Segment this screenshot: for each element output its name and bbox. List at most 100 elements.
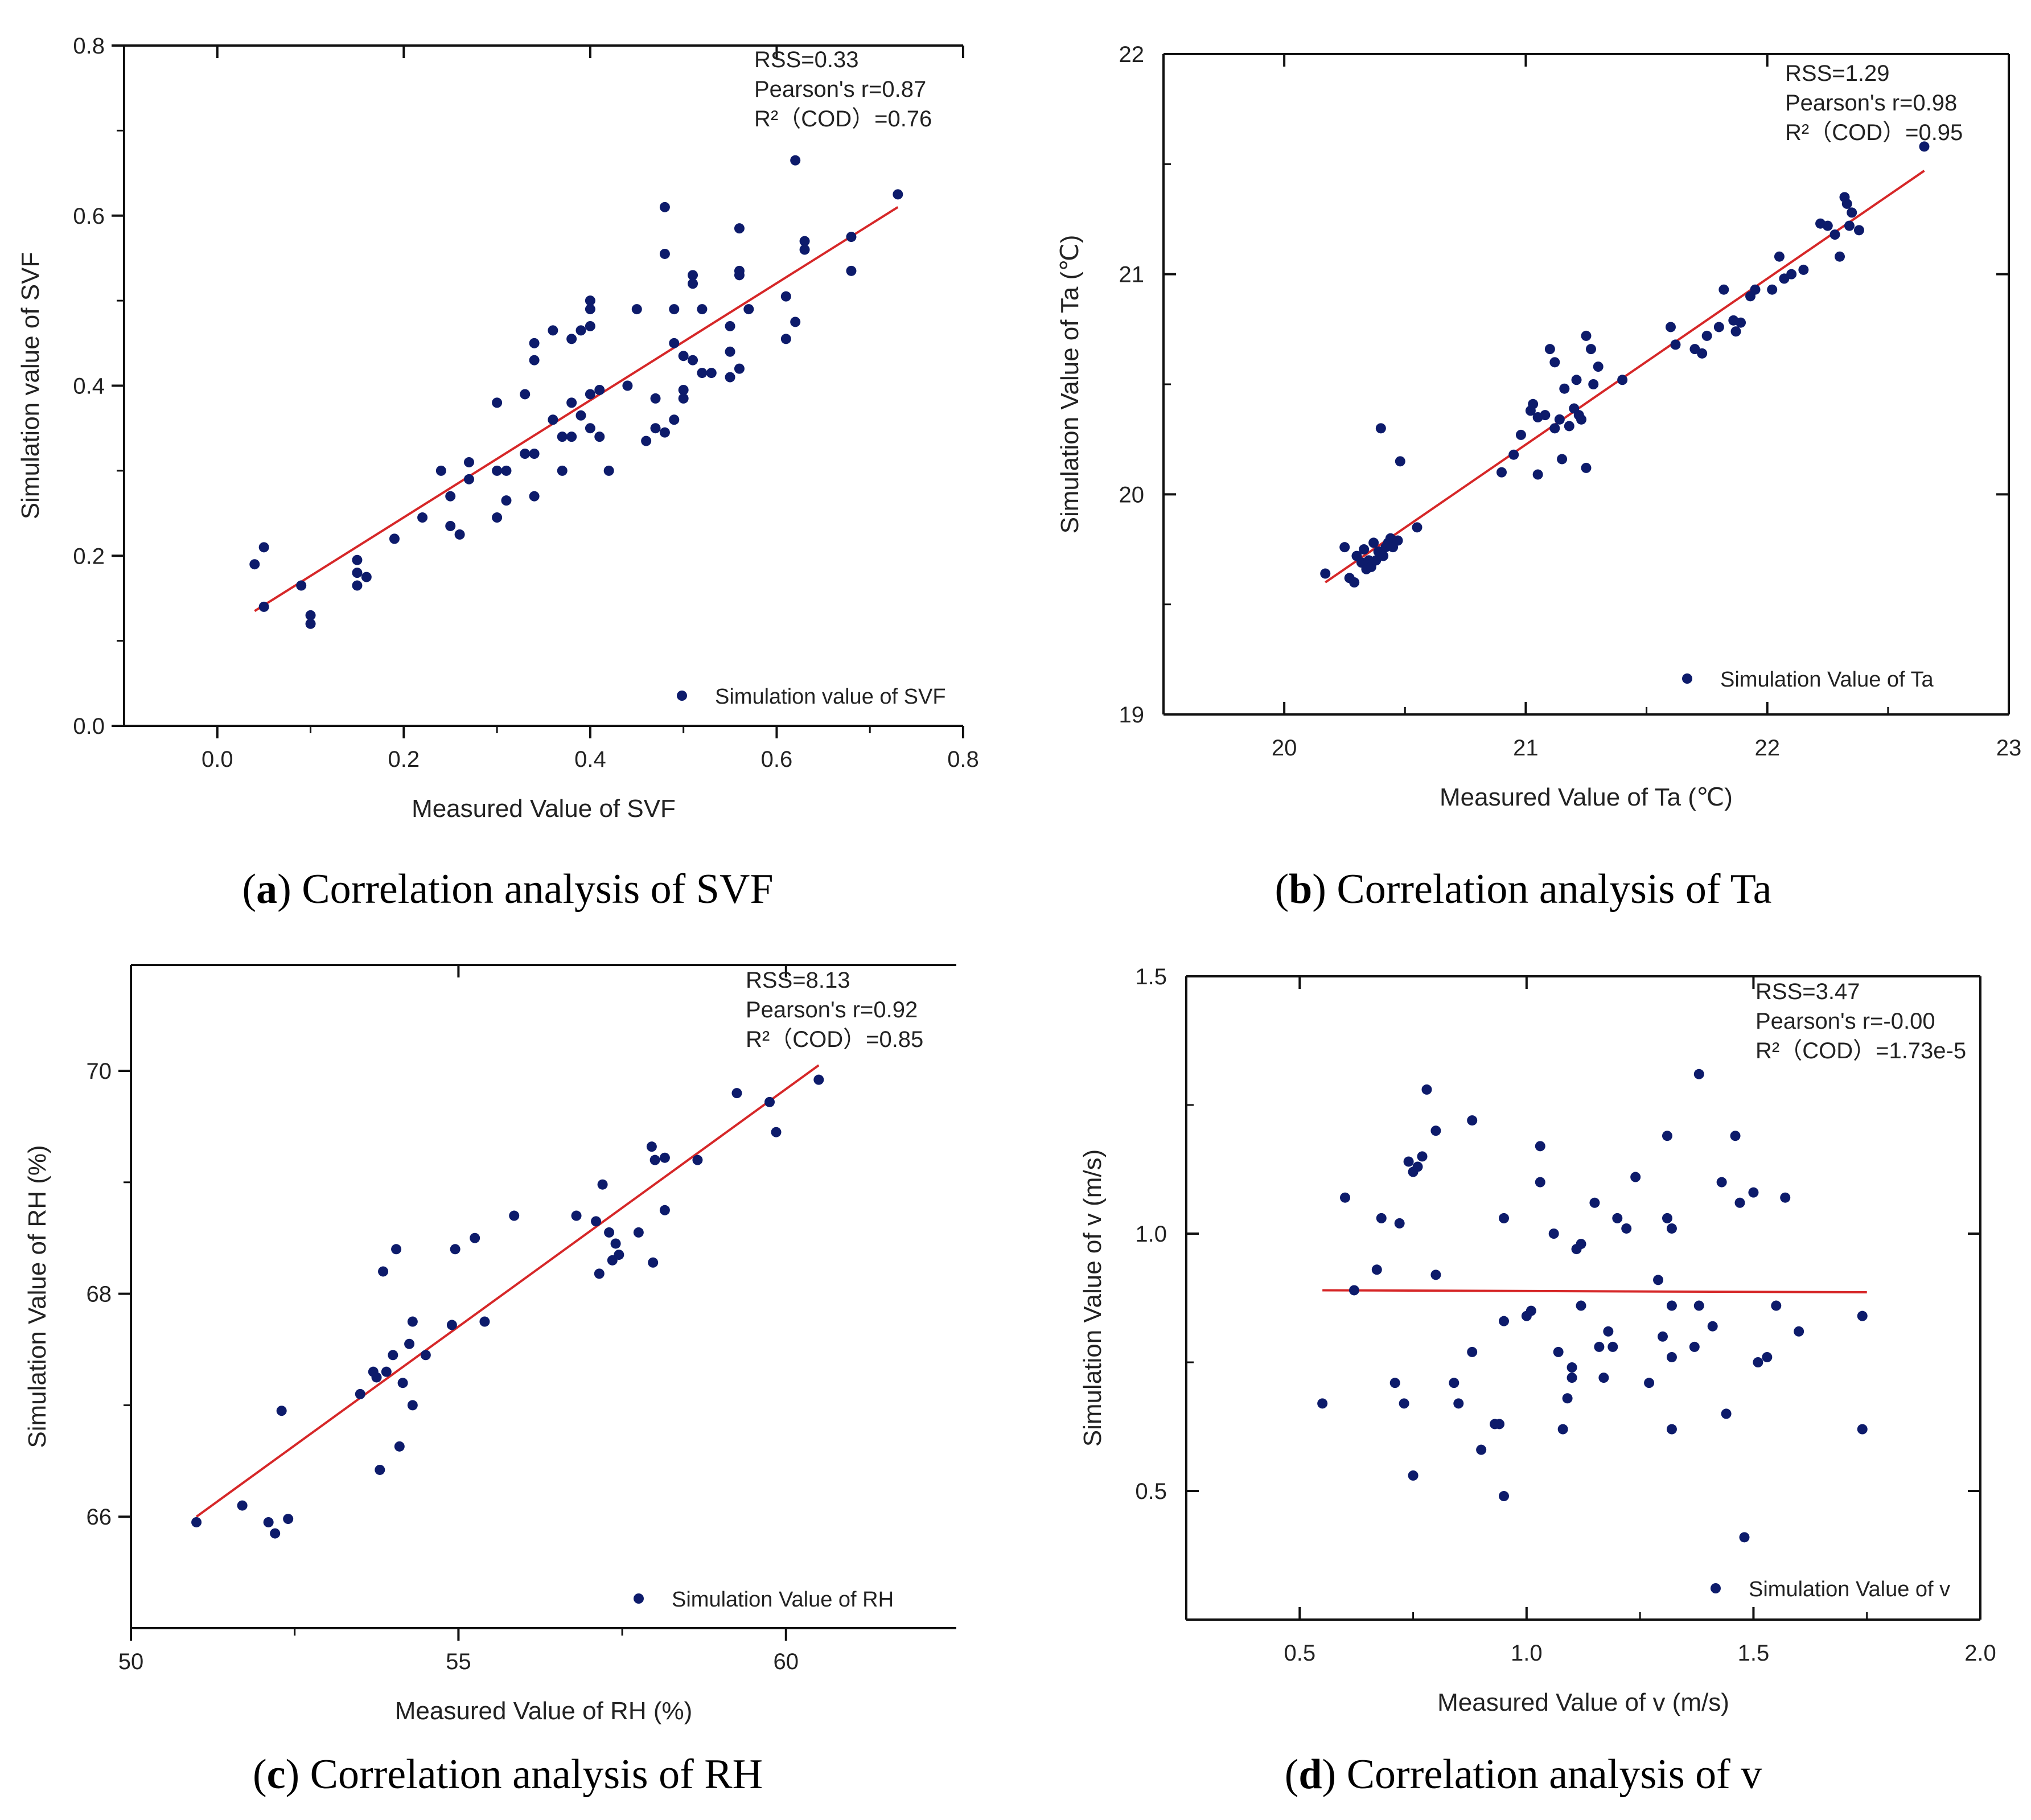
data-point <box>1762 1351 1773 1362</box>
data-point <box>388 1350 398 1361</box>
data-point <box>591 1216 602 1227</box>
data-point <box>659 202 670 212</box>
caption-text-a: Correlation analysis of SVF <box>302 866 774 913</box>
data-point <box>697 304 708 315</box>
data-point <box>1408 1470 1419 1481</box>
caption-a: (a) Correlation analysis of SVF <box>242 866 774 913</box>
data-point <box>557 465 568 476</box>
chart-panel-c: 50 55 60 66 68 70 Measured Value of RH (%) Simu… <box>0 934 1016 1759</box>
data-point <box>633 1227 644 1238</box>
x-tick-label: 21 <box>1513 736 1539 761</box>
data-point <box>799 244 810 255</box>
data-point <box>258 601 269 612</box>
data-point <box>450 1244 461 1255</box>
data-point <box>1829 229 1840 240</box>
data-point <box>650 393 661 404</box>
x-tick-label: 50 <box>118 1649 144 1674</box>
x-tick-label: 1.0 <box>1511 1641 1543 1666</box>
legend-marker <box>1711 1583 1721 1593</box>
y-tick-label: 22 <box>1119 42 1145 67</box>
data-point <box>1630 1172 1641 1182</box>
data-point <box>725 346 735 357</box>
data-point <box>1557 1424 1568 1435</box>
data-point <box>548 414 558 425</box>
data-point <box>1589 1197 1600 1208</box>
stats-line: RSS=8.13 <box>746 968 850 993</box>
data-point <box>1844 220 1855 231</box>
data-point <box>391 1244 402 1255</box>
data-point <box>1716 1177 1727 1188</box>
data-point <box>501 465 512 476</box>
data-point <box>1780 1192 1791 1203</box>
data-point <box>734 270 745 281</box>
data-point <box>1598 1373 1609 1383</box>
y-axis-label: Simulation Value of RH (%) <box>23 1145 51 1448</box>
data-point <box>678 351 689 361</box>
data-point <box>404 1338 415 1349</box>
x-tick-label: 0.2 <box>388 747 420 772</box>
data-point <box>1662 1213 1672 1223</box>
data-point <box>1841 198 1852 209</box>
data-point <box>1557 454 1568 465</box>
data-point <box>594 384 605 395</box>
data-point <box>1612 1213 1623 1223</box>
data-point <box>1515 429 1526 440</box>
data-point <box>520 449 531 459</box>
data-point <box>585 389 595 400</box>
data-point <box>566 397 577 408</box>
data-point <box>1617 375 1628 385</box>
data-point <box>371 1372 382 1383</box>
data-point <box>688 270 698 281</box>
data-point <box>1417 1151 1428 1162</box>
data-point <box>1786 269 1797 280</box>
caption-text-c: Correlation analysis of RH <box>310 1751 763 1798</box>
data-point <box>1535 1141 1545 1152</box>
data-point <box>813 1074 824 1085</box>
data-point <box>1581 462 1592 473</box>
data-point <box>1549 357 1560 368</box>
stats-line: RSS=0.33 <box>754 47 858 72</box>
data-point <box>1588 379 1599 389</box>
data-point <box>790 317 801 327</box>
data-point <box>276 1406 287 1416</box>
stats-line: R²（COD）=0.95 <box>1785 120 1963 145</box>
data-point <box>270 1528 281 1539</box>
legend-marker <box>634 1593 644 1604</box>
data-point <box>529 491 540 502</box>
data-point <box>1395 456 1405 467</box>
data-point <box>1567 1373 1577 1383</box>
data-point <box>1449 1378 1459 1388</box>
data-point <box>575 410 586 421</box>
stats-line: Pearson's r=0.92 <box>746 997 918 1022</box>
data-point <box>381 1366 392 1377</box>
data-point <box>585 321 595 331</box>
y-axis-label: Simulation value of SVF <box>17 252 44 520</box>
data-point <box>846 232 857 243</box>
data-point <box>1689 1341 1700 1352</box>
chart-panel-d: 0.5 1.0 1.5 2.0 0.5 1.0 1.5 Measured Value of v… <box>1016 934 2031 1759</box>
data-point <box>417 512 428 523</box>
caption-text-b: Correlation analysis of Ta <box>1337 866 1772 913</box>
data-point <box>1553 1346 1564 1357</box>
caption-letter-b: b <box>1289 866 1313 913</box>
chart-svg-c: 50 55 60 66 68 70 Measured Value of RH (%) Simu… <box>23 964 956 1725</box>
x-tick-label: 1.5 <box>1738 1641 1770 1666</box>
chart-svg-d: 0.5 1.0 1.5 2.0 0.5 1.0 1.5 Measured Value of v… <box>1079 964 1996 1716</box>
data-point <box>1421 1084 1432 1095</box>
data-point <box>1528 398 1539 409</box>
data-point <box>1853 225 1864 236</box>
data-point <box>420 1350 431 1361</box>
data-point <box>397 1378 408 1388</box>
data-point <box>669 414 680 425</box>
data-point <box>780 334 791 344</box>
data-point <box>1476 1444 1487 1455</box>
data-point <box>669 304 680 315</box>
data-point <box>407 1400 418 1411</box>
data-point <box>650 423 661 434</box>
data-point <box>764 1096 775 1107</box>
data-point <box>1581 330 1592 341</box>
legend-label: Simulation Value of v <box>1749 1577 1950 1601</box>
data-point <box>566 432 577 442</box>
data-point <box>1389 1378 1400 1388</box>
data-point <box>1666 1223 1677 1234</box>
